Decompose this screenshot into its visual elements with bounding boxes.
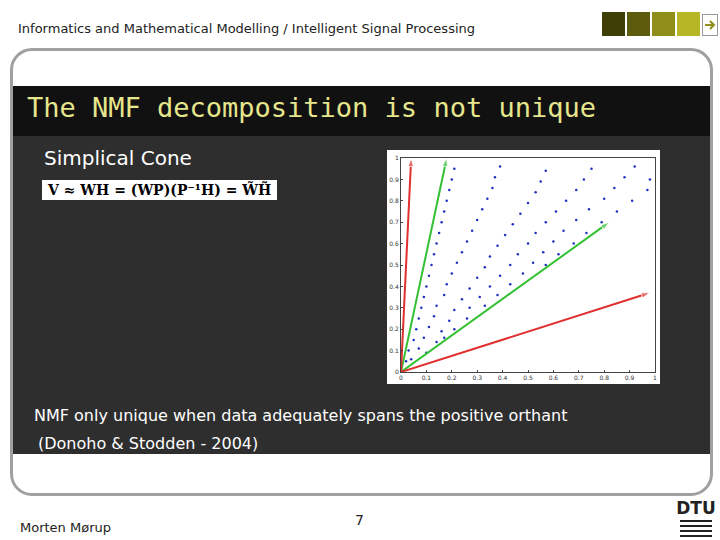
svg-text:0.3: 0.3 <box>472 374 482 381</box>
svg-text:0.1: 0.1 <box>389 347 399 354</box>
html-text:Simplical Cone: Simplical Cone <box>44 146 192 170</box>
svg-text:0.3: 0.3 <box>389 304 399 311</box>
html-text:The NMF decomposition is not u: The NMF decomposition is not unique <box>27 92 596 123</box>
svg-text:0.9: 0.9 <box>625 374 635 381</box>
svg-text:1: 1 <box>653 374 657 381</box>
html-text:V ≈ WH = (WP)(P⁻¹H) = W̃H̃: V ≈ WH = (WP)(P⁻¹H) = W̃H̃ <box>48 182 272 198</box>
svg-text:0.2: 0.2 <box>389 325 399 332</box>
svg-text:1: 1 <box>395 154 399 161</box>
svg-text:0.8: 0.8 <box>389 197 399 204</box>
svg-text:0.7: 0.7 <box>389 218 399 225</box>
svg-text:0.7: 0.7 <box>574 374 584 381</box>
svg-text:0.6: 0.6 <box>549 374 559 381</box>
html-text:Morten Mørup: Morten Mørup <box>20 520 111 535</box>
svg-text:0.6: 0.6 <box>389 240 399 247</box>
svg-text:DTU: DTU <box>676 498 716 518</box>
svg-text:0.2: 0.2 <box>447 374 457 381</box>
svg-text:0.5: 0.5 <box>389 261 399 268</box>
svg-text:0.5: 0.5 <box>523 374 533 381</box>
html-text:NMF only unique when data adeq: NMF only unique when data adequately spa… <box>34 406 568 425</box>
svg-text:0.4: 0.4 <box>498 374 508 381</box>
html-text:7: 7 <box>355 512 364 528</box>
svg-text:0.4: 0.4 <box>389 283 399 290</box>
svg-text:0: 0 <box>395 368 399 375</box>
html-text:Informatics and Mathematical M: Informatics and Mathematical Modelling /… <box>18 21 475 36</box>
html-text:(Donoho & Stodden - 2004): (Donoho & Stodden - 2004) <box>38 434 259 453</box>
svg-text:0: 0 <box>399 374 403 381</box>
svg-text:0.9: 0.9 <box>389 176 399 183</box>
svg-text:0.1: 0.1 <box>422 374 432 381</box>
svg-text:0.8: 0.8 <box>599 374 609 381</box>
